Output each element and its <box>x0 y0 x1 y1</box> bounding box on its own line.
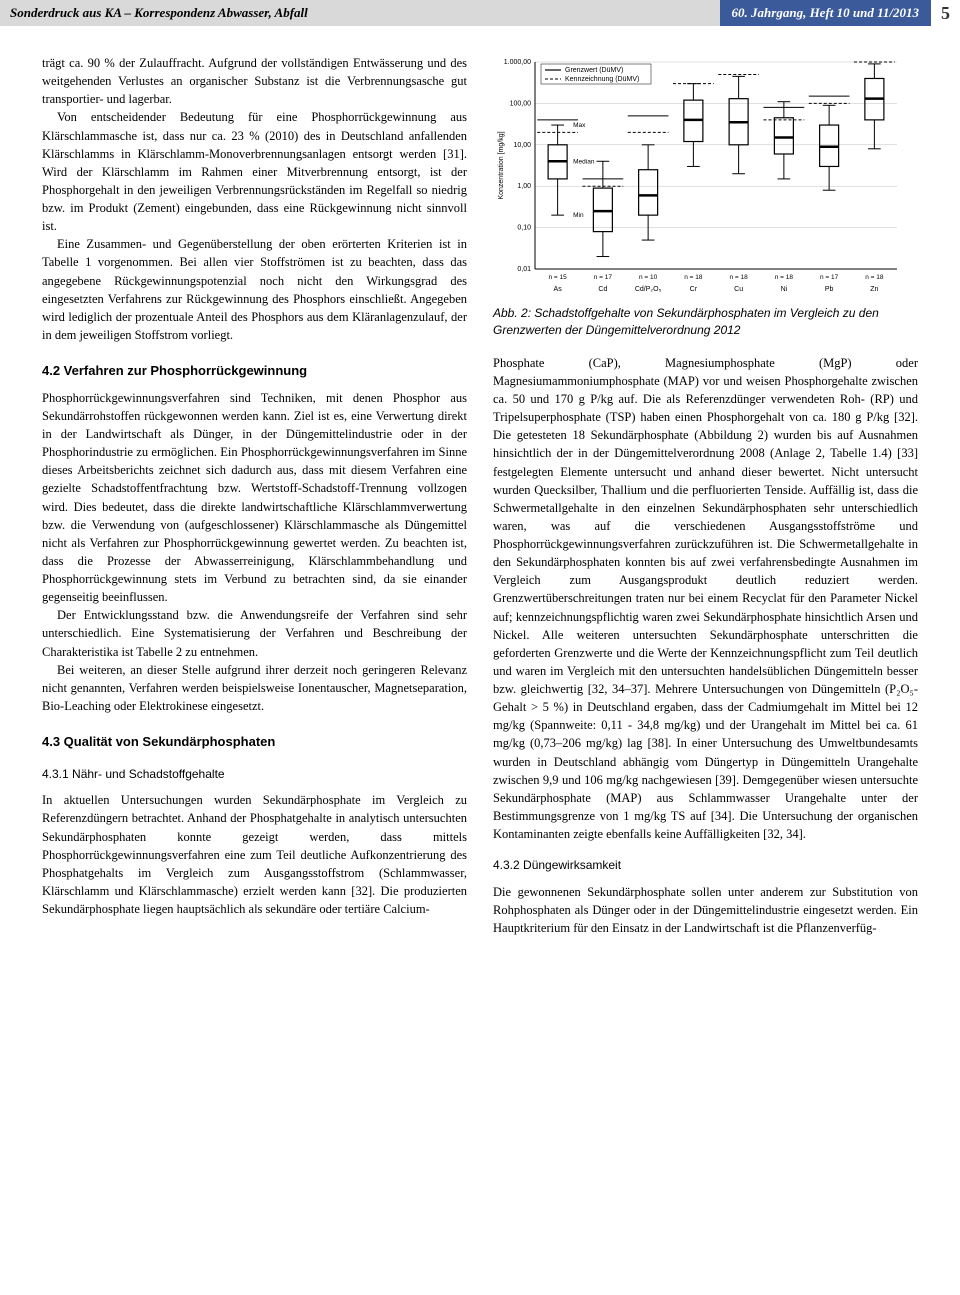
para-3: Eine Zusammen- und Gegenüberstellung der… <box>42 235 467 344</box>
figure-2-caption: Abb. 2: Schadstoffgehalte von Sekundärph… <box>493 305 918 340</box>
page-header: Sonderdruck aus KA – Korrespondenz Abwas… <box>0 0 960 26</box>
svg-text:As: As <box>554 286 563 293</box>
heading-4-3: 4.3 Qualität von Sekundärphosphaten <box>42 733 467 752</box>
svg-text:Cd/P₂O₅: Cd/P₂O₅ <box>635 286 662 293</box>
svg-text:n = 18: n = 18 <box>865 274 884 281</box>
para-4: Phosphorrückgewinnungsverfahren sind Tec… <box>42 389 467 607</box>
boxplot-chart: 0,01 0,10 1,00 10,00 100,00 1.000,00 Konzentra… <box>493 54 903 299</box>
svg-text:Zn: Zn <box>870 286 878 293</box>
figure-2: 0,01 0,10 1,00 10,00 100,00 1.000,00 Konzentra… <box>493 54 918 340</box>
svg-text:Cd: Cd <box>598 286 607 293</box>
header-issue: 60. Jahrgang, Heft 10 und 11/2013 <box>720 0 931 26</box>
para-2: Von entscheidender Bedeutung für eine Ph… <box>42 108 467 235</box>
heading-4-3-1: 4.3.1 Nähr- und Schadstoffgehalte <box>42 766 467 783</box>
svg-text:Pb: Pb <box>825 286 834 293</box>
svg-text:Max: Max <box>573 122 586 129</box>
para-8: Phosphate (CaP), Magnesiumphosphate (MgP… <box>493 354 918 843</box>
heading-4-2: 4.2 Verfahren zur Phosphorrückgewinnung <box>42 362 467 381</box>
svg-text:Konzentration [mg/kg]: Konzentration [mg/kg] <box>498 131 505 199</box>
svg-text:0,01: 0,01 <box>517 266 531 273</box>
svg-text:Cr: Cr <box>690 286 698 293</box>
svg-text:n = 18: n = 18 <box>684 274 703 281</box>
para-5: Der Entwicklungsstand bzw. die Anwendung… <box>42 606 467 660</box>
svg-text:n = 17: n = 17 <box>820 274 839 281</box>
page-number: 5 <box>931 0 960 26</box>
svg-text:n = 17: n = 17 <box>594 274 613 281</box>
svg-text:Ni: Ni <box>781 286 788 293</box>
heading-4-3-2: 4.3.2 Düngewirksamkeit <box>493 857 918 874</box>
svg-text:n = 10: n = 10 <box>639 274 658 281</box>
svg-text:Min: Min <box>573 212 584 219</box>
svg-text:Kennzeichnung (DüMV): Kennzeichnung (DüMV) <box>565 76 639 83</box>
header-journal: Sonderdruck aus KA – Korrespondenz Abwas… <box>0 0 720 26</box>
svg-text:n = 18: n = 18 <box>775 274 794 281</box>
svg-text:10,00: 10,00 <box>513 142 531 149</box>
page-body: trägt ca. 90 % der Zulauffracht. Aufgrun… <box>0 54 960 967</box>
svg-text:n = 18: n = 18 <box>729 274 748 281</box>
svg-text:0,10: 0,10 <box>517 225 531 232</box>
para-7: In aktuellen Untersuchungen wurden Sekun… <box>42 791 467 918</box>
svg-text:Grenzwert (DüMV): Grenzwert (DüMV) <box>565 67 623 74</box>
svg-text:1,00: 1,00 <box>517 183 531 190</box>
svg-text:Median: Median <box>573 158 595 165</box>
svg-text:Cu: Cu <box>734 286 743 293</box>
svg-text:n = 15: n = 15 <box>548 274 567 281</box>
para-6: Bei weiteren, an dieser Stelle aufgrund … <box>42 661 467 715</box>
para-9: Die gewonnenen Sekundärphosphate sollen … <box>493 883 918 937</box>
para-1: trägt ca. 90 % der Zulauffracht. Aufgrun… <box>42 54 467 108</box>
svg-text:1.000,00: 1.000,00 <box>504 59 531 66</box>
svg-text:100,00: 100,00 <box>510 100 532 107</box>
